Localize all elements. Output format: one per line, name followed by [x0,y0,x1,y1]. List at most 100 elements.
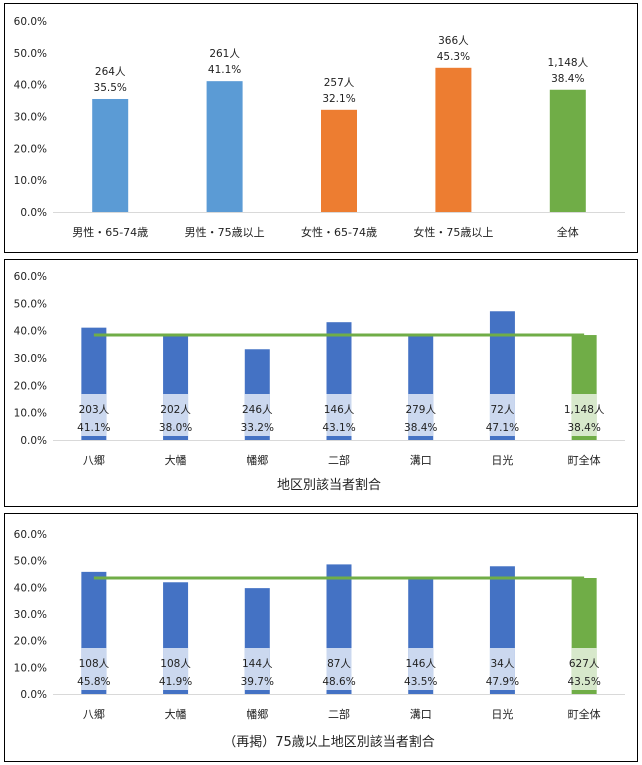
y-tick-label: 10.0% [14,408,47,420]
data-label-box [408,394,434,436]
x-category-label: 二部 [328,707,350,721]
chart-panel-district-75plus: 0.0% 10.0% 20.0% 30.0% 40.0% 50.0% 60.0% 八郷 108人… [4,513,638,762]
x-category-label: 溝口 [410,708,432,721]
x-category-label: 大幡 [165,453,187,467]
y-tick-label: 0.0% [20,689,47,701]
x-category-label: 八郷 [83,707,105,721]
bar-value-label: 45.3% [437,51,470,63]
bar-count-label: 1,148人 [548,57,589,69]
data-label-box [81,648,107,690]
x-category-label: 幡郷 [246,707,268,721]
bar-value-label: 43.1% [322,422,355,434]
x-category-label: 女性・65-74歳 [301,225,377,239]
bar-value-label: 47.1% [486,422,519,434]
x-category-label: 幡郷 [246,453,268,467]
data-label-box [489,394,515,436]
data-label-box [326,648,352,690]
bar-value-label: 45.8% [77,676,110,688]
bar [549,89,586,212]
y-tick-label: 20.0% [14,636,47,648]
y-tick-label: 10.0% [14,175,47,187]
bar-count-label: 627人 [569,658,600,670]
x-category-label: 溝口 [410,454,432,467]
bar-count-label: 1,148人 [564,404,605,416]
bar-count-label: 246人 [242,404,273,416]
data-label-box [163,394,189,436]
bar-value-label: 35.5% [94,82,127,94]
y-tick-label: 20.0% [14,380,47,392]
x-category-label: 日光 [491,453,513,467]
y-tick-label: 40.0% [14,582,47,594]
bar-count-label: 146人 [324,404,355,416]
bar-count-label: 261人 [209,48,240,60]
bar-count-label: 366人 [438,35,469,47]
chart-title: 地区別該当者割合 [277,477,381,493]
x-category-label: 男性・65-74歳 [72,225,148,239]
y-tick-label: 30.0% [14,112,47,124]
data-label-box [326,394,352,436]
bar-value-label: 43.5% [404,676,437,688]
y-tick-label: 60.0% [14,529,47,541]
bar-value-label: 41.1% [77,422,110,434]
bar-value-label: 38.4% [404,422,437,434]
bar-value-label: 41.9% [159,676,192,688]
data-label-box [571,394,597,436]
data-label-box [408,648,434,690]
y-tick-label: 0.0% [20,435,47,447]
x-category-label: 男性・75歳以上 [185,225,265,239]
y-tick-label: 0.0% [20,207,47,219]
x-category-label: 日光 [491,707,513,721]
y-tick-label: 30.0% [14,609,47,621]
y-tick-label: 10.0% [14,662,47,674]
x-category-label: 全体 [557,225,579,239]
y-tick-label: 50.0% [14,298,47,310]
x-category-label: 八郷 [83,453,105,467]
bar-count-label: 108人 [79,658,110,670]
bar-value-label: 47.9% [486,676,519,688]
data-label-box [244,648,270,690]
bar-count-label: 146人 [405,658,436,670]
bar-count-label: 87人 [327,658,351,670]
x-category-label: 大幡 [165,707,187,721]
y-tick-label: 50.0% [14,48,47,60]
bar-value-label: 41.1% [208,64,241,76]
chart-title: （再掲）75歳以上地区別該当者割合 [223,734,435,750]
chart-district-75plus: 0.0% 10.0% 20.0% 30.0% 40.0% 50.0% 60.0% 八郷 108人… [14,529,625,750]
bar-count-label: 203人 [79,404,110,416]
data-label-box [489,648,515,690]
bar [206,81,243,212]
bar-count-label: 264人 [95,66,126,78]
data-label-box [244,394,270,436]
y-tick-label: 40.0% [14,326,47,338]
y-tick-label: 30.0% [14,353,47,365]
chart-panel-gender-age: 0.0% 10.0% 20.0% 30.0% 40.0% 50.0% 60.0% 男性・65-… [4,3,638,253]
y-tick-label: 40.0% [14,80,47,92]
x-category-label: 女性・75歳以上 [413,225,493,239]
chart-gender-age: 0.0% 10.0% 20.0% 30.0% 40.0% 50.0% 60.0% 男性・65-… [14,16,625,239]
data-label-box [81,394,107,436]
chart-panel-district: 0.0% 10.0% 20.0% 30.0% 40.0% 50.0% 60.0% 八郷 203人… [4,259,638,507]
y-tick-label: 50.0% [14,556,47,568]
bar-count-label: 72人 [490,404,514,416]
bar-count-label: 257人 [324,77,355,89]
y-tick-label: 60.0% [14,16,47,28]
bar-value-label: 39.7% [241,676,274,688]
data-label-box [163,648,189,690]
bar [435,67,472,212]
bar [321,109,357,212]
bar-value-label: 32.1% [322,93,355,105]
y-tick-label: 20.0% [14,143,47,155]
bar-value-label: 48.6% [322,676,355,688]
x-category-label: 町全体 [568,707,601,721]
data-label-box [571,648,597,690]
bar-count-label: 34人 [490,658,514,670]
x-category-label: 町全体 [568,453,601,467]
bar-value-label: 33.2% [241,422,274,434]
bar-value-label: 38.0% [159,422,192,434]
bar-count-label: 108人 [160,658,191,670]
bar-value-label: 38.4% [567,422,600,434]
bar-value-label: 43.5% [567,676,600,688]
x-category-label: 二部 [328,453,350,467]
bar-count-label: 144人 [242,658,273,670]
bar-count-label: 202人 [160,404,191,416]
